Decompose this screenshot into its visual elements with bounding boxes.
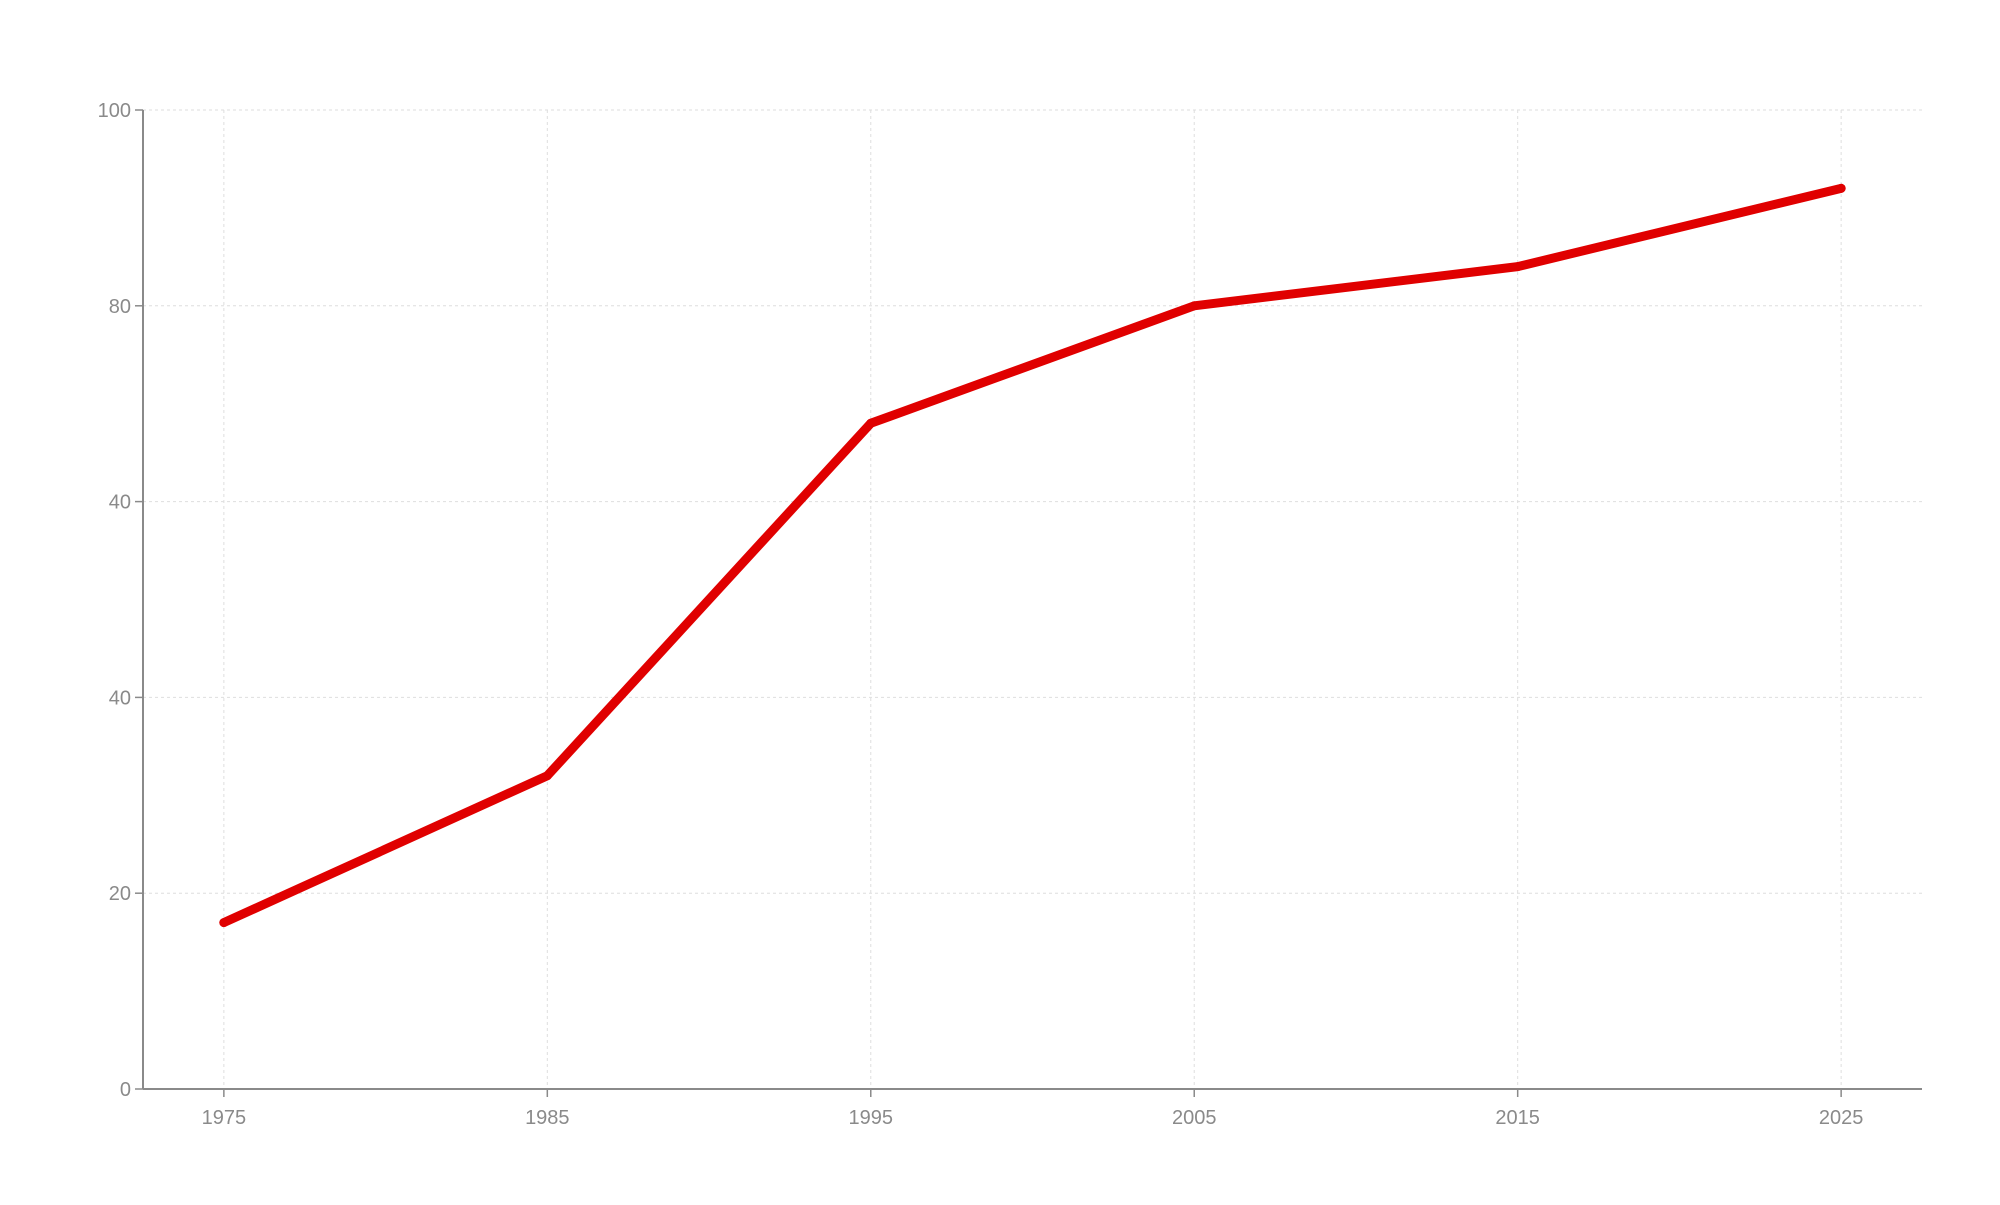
x-tick-label: 1995 xyxy=(849,1107,894,1129)
x-tick-label: 2025 xyxy=(1819,1107,1864,1129)
data-point xyxy=(542,771,552,781)
series-layer xyxy=(219,183,1846,928)
x-tick-label: 2015 xyxy=(1495,1107,1540,1129)
y-tick-label: 100 xyxy=(98,100,131,122)
x-tick-label: 1975 xyxy=(202,1107,247,1129)
series-line xyxy=(219,183,1846,928)
data-point xyxy=(219,918,229,928)
y-tick-label: 20 xyxy=(109,883,131,905)
y-tick-label: 0 xyxy=(120,1079,131,1101)
y-tick-label: 40 xyxy=(109,687,131,709)
data-point xyxy=(1513,262,1523,272)
x-tick-label: 1985 xyxy=(525,1107,570,1129)
x-tick-label: 2005 xyxy=(1172,1107,1217,1129)
data-point xyxy=(866,418,876,428)
y-tick-label: 40 xyxy=(109,492,131,514)
data-point xyxy=(1189,301,1199,311)
y-tick-label: 80 xyxy=(109,296,131,318)
data-point xyxy=(1836,183,1846,193)
axes xyxy=(135,109,1922,1097)
tick-labels: 0 20 40 40 80 100 1975 1985 1995 2005 2015 2025 xyxy=(98,100,1864,1129)
grid-lines xyxy=(143,109,1922,1089)
